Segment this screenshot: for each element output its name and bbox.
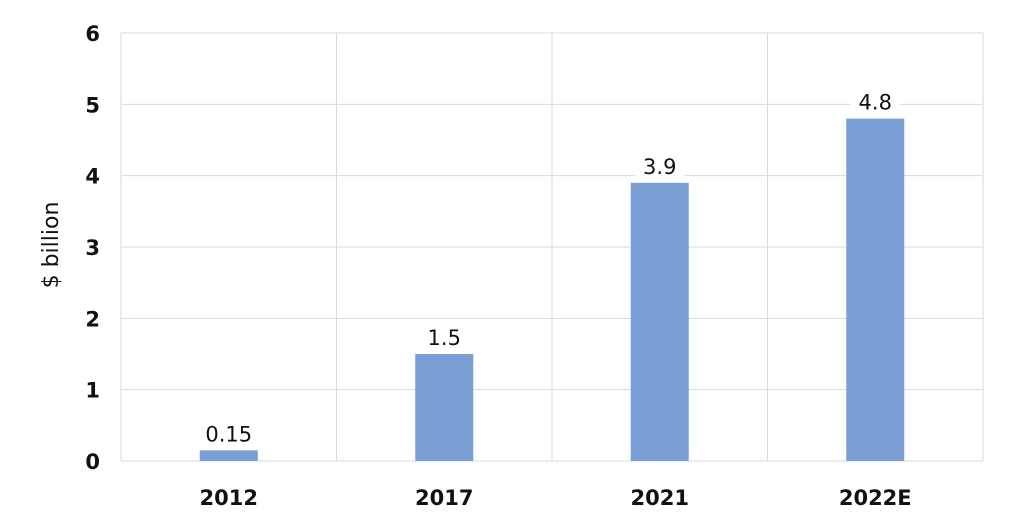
y-tick-label: 1: [85, 379, 100, 403]
data-label-background: [850, 88, 900, 115]
y-tick-label: 2: [85, 307, 100, 331]
bars: 0.15 1.5 3.9 4.8: [197, 88, 905, 462]
x-axis-ticks: 2012 2017 2021 2022E: [200, 486, 912, 510]
y-tick-label: 6: [85, 22, 100, 46]
bar: [846, 118, 905, 461]
data-label: 4.8: [859, 91, 892, 115]
y-tick-label: 0: [85, 450, 100, 474]
y-tick-label: 4: [85, 165, 100, 189]
bar: [199, 450, 258, 461]
data-label: 3.9: [643, 155, 676, 179]
data-label: 0.15: [205, 422, 252, 446]
y-axis-ticks: 0 1 2 3 4 5 6: [85, 22, 100, 474]
bar: [630, 182, 689, 462]
y-tick-label: 3: [85, 236, 100, 260]
x-tick-label: 2021: [631, 486, 689, 510]
data-label-background: [419, 324, 469, 350]
x-tick-label: 2012: [200, 486, 258, 510]
bar: [415, 354, 474, 461]
x-tick-label: 2017: [415, 486, 473, 510]
data-label-background: [635, 152, 685, 179]
x-tick-label: 2022E: [839, 486, 912, 510]
y-axis-label: $ billion: [39, 202, 64, 289]
data-label: 1.5: [428, 326, 461, 350]
grid-lines: [120, 32, 984, 462]
y-tick-label: 5: [85, 93, 100, 117]
data-label-background: [197, 420, 260, 447]
